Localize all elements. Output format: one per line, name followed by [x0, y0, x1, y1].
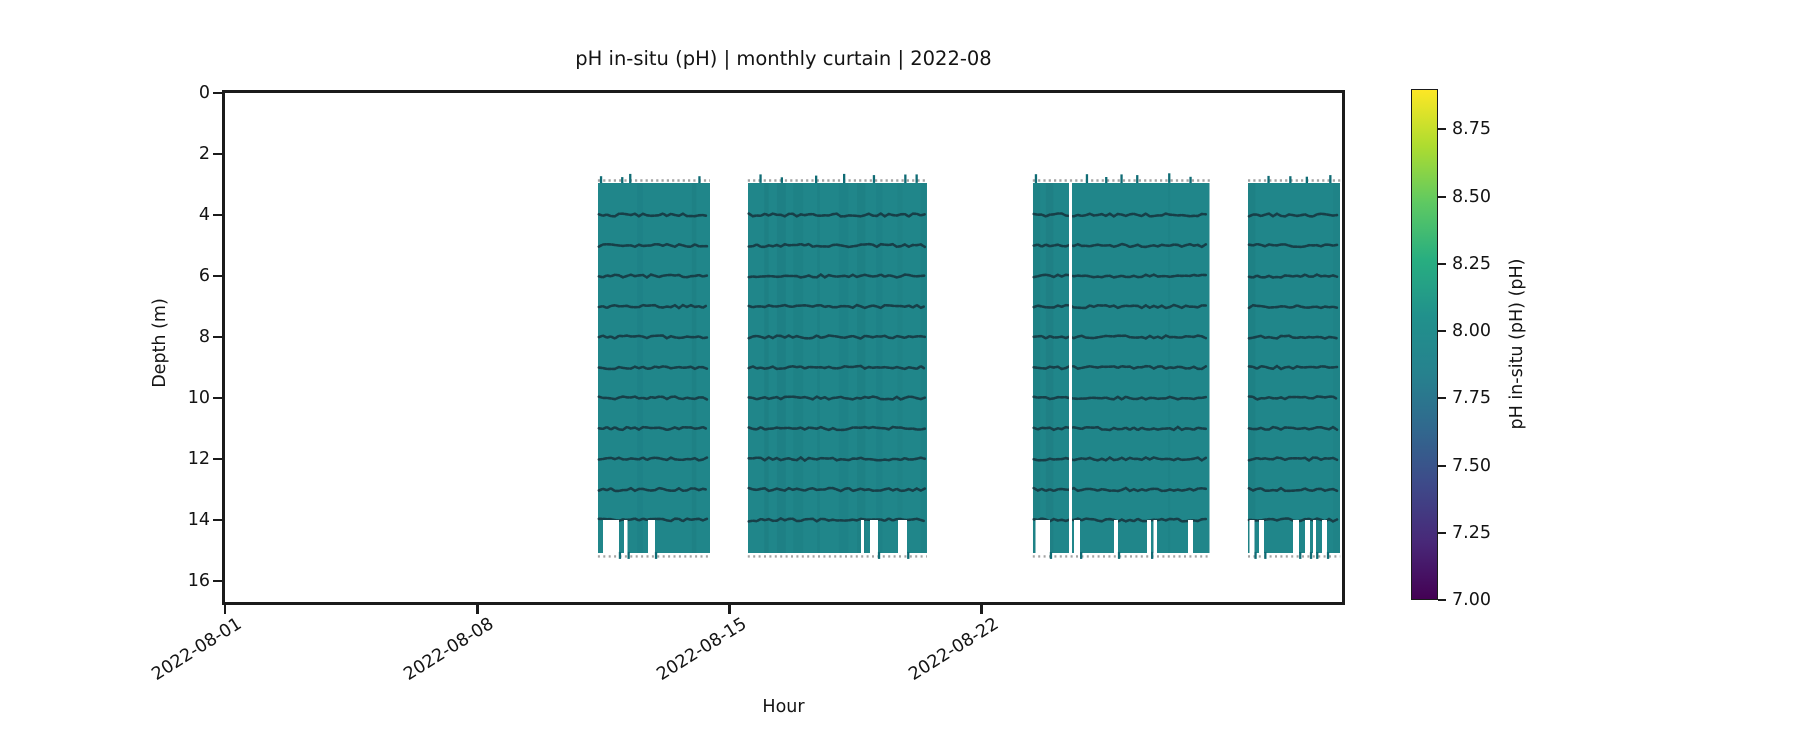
curtain-plot-canvas [597, 173, 1341, 559]
y-tick-mark [213, 213, 222, 217]
colorbar-tick-mark [1438, 128, 1446, 131]
plot-area [222, 90, 1345, 605]
colorbar-tick-mark [1438, 330, 1446, 333]
colorbar-tick-label: 7.50 [1452, 455, 1491, 476]
y-tick-label: 16 [187, 571, 210, 591]
colorbar-tick-label: 7.75 [1452, 388, 1491, 409]
colorbar-tick-mark [1438, 195, 1446, 198]
x-tick-mark [728, 605, 731, 614]
colorbar-tick-mark [1438, 464, 1446, 467]
colorbar-tick-label: 8.00 [1452, 321, 1491, 342]
y-tick-mark [213, 457, 222, 461]
y-tick-mark [213, 396, 222, 400]
colorbar-tick-label: 8.25 [1452, 253, 1491, 274]
colorbar-axis-label: pH in-situ (pH) (pH) [1507, 258, 1527, 430]
y-tick-label: 6 [198, 266, 210, 286]
y-tick-mark [213, 518, 222, 522]
colorbar-tick-mark [1438, 397, 1446, 400]
x-tick-mark [223, 605, 227, 614]
y-tick-mark [213, 335, 222, 339]
chart-title: pH in-situ (pH) | monthly curtain | 2022… [575, 47, 992, 70]
colorbar-gradient [1412, 90, 1437, 599]
y-tick-label: 12 [187, 449, 210, 469]
colorbar-tick-label: 7.25 [1452, 522, 1491, 543]
y-tick-label: 14 [187, 510, 210, 530]
y-tick-label: 4 [198, 205, 210, 225]
colorbar-tick-mark [1438, 599, 1446, 601]
y-tick-label: 2 [198, 144, 210, 164]
x-tick-mark [476, 605, 479, 614]
colorbar [1411, 89, 1438, 600]
y-tick-mark [213, 579, 222, 583]
y-tick-mark [213, 152, 222, 156]
y-tick-mark [213, 274, 222, 278]
colorbar-tick-label: 7.00 [1452, 590, 1491, 610]
y-tick-label: 10 [187, 388, 210, 408]
colorbar-tick-label: 8.50 [1452, 186, 1491, 207]
y-tick-label: 0 [198, 83, 210, 103]
colorbar-tick-label: 8.75 [1452, 119, 1491, 140]
x-tick-mark [980, 605, 983, 614]
colorbar-tick-mark [1438, 262, 1446, 265]
colorbar-tick-mark [1438, 531, 1446, 534]
y-tick-label: 8 [198, 327, 210, 347]
x-axis-label: Hour [762, 697, 805, 717]
y-tick-mark [213, 91, 222, 95]
